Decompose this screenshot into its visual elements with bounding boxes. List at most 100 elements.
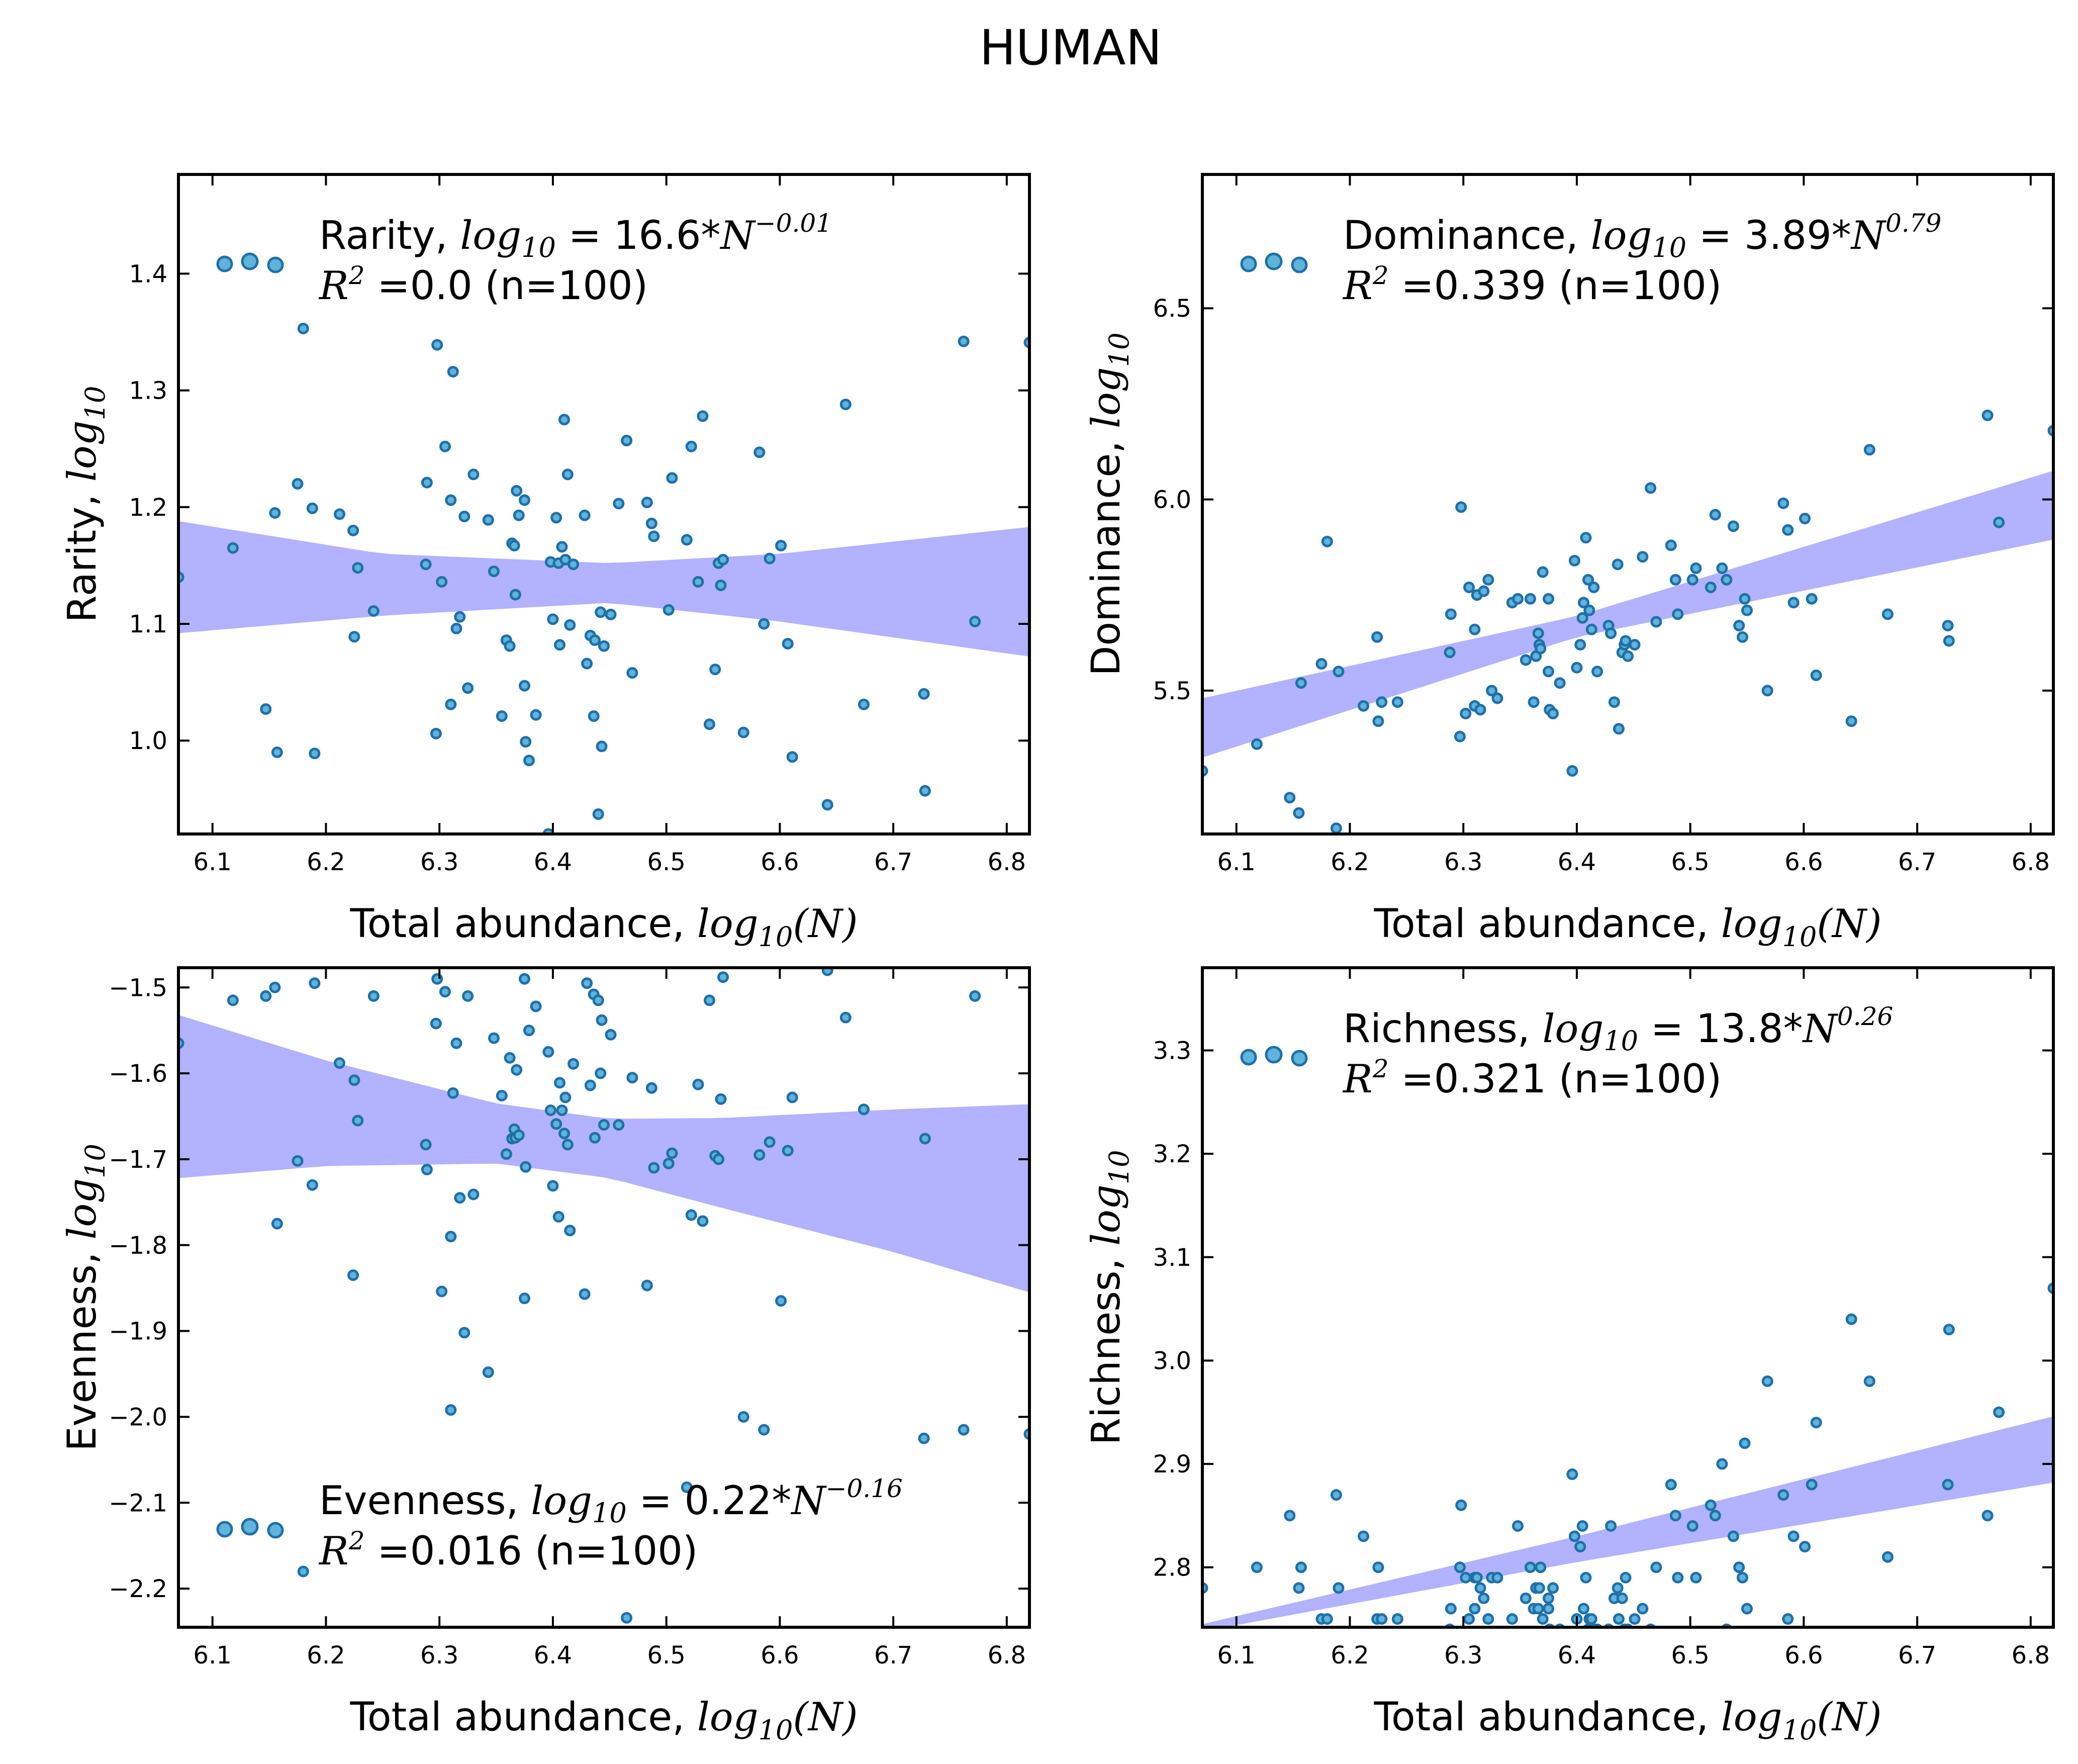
dominance-point — [1845, 715, 1857, 727]
evenness-point — [598, 1119, 610, 1131]
evenness-point — [685, 1209, 697, 1221]
dominance-point — [1284, 792, 1296, 804]
rarity-x-tick-label: 6.5 — [647, 848, 685, 876]
rarity-point — [592, 808, 604, 820]
dominance-point — [1585, 623, 1597, 635]
evenness-point — [513, 1129, 525, 1141]
richness-point — [1537, 1613, 1549, 1625]
dominance-point — [1881, 608, 1894, 620]
evenness-legend-marker — [216, 1518, 284, 1539]
rarity-point — [598, 640, 610, 652]
richness-r2-text: R2 =0.321 (n=100) — [1342, 1054, 1722, 1102]
dominance-point — [1608, 696, 1620, 708]
figure-title: HUMAN — [980, 20, 1162, 76]
legend-marker-circle — [1265, 1046, 1283, 1064]
evenness-point — [348, 1074, 360, 1086]
dominance-point — [1686, 574, 1698, 586]
richness-point — [1321, 1613, 1333, 1625]
rarity-point — [697, 410, 709, 422]
rarity-point — [520, 736, 532, 748]
richness-point — [1705, 1499, 1717, 1511]
rarity-r2-text: R2 =0.0 (n=100) — [318, 261, 648, 309]
dominance-point — [1512, 593, 1524, 605]
richness-x-tick-label: 6.6 — [1784, 1641, 1823, 1669]
rarity-point — [666, 472, 678, 484]
richness-x-tick-label: 6.1 — [1217, 1641, 1256, 1669]
rarity-point — [297, 323, 309, 334]
rarity-point — [821, 799, 833, 811]
evenness-point — [458, 1327, 470, 1339]
rarity-x-tick-label: 6.2 — [307, 848, 345, 876]
dominance-point — [1716, 562, 1728, 574]
dominance-axes-frame — [1201, 173, 2055, 835]
rarity-point — [554, 639, 565, 651]
dominance-point — [1942, 620, 1954, 631]
richness-point — [1469, 1603, 1481, 1615]
evenness-point — [260, 990, 272, 1002]
rarity-y-axis-label: Rarity, log10 — [60, 386, 111, 623]
evenness-point — [595, 1067, 607, 1079]
rarity-point — [227, 542, 239, 554]
rarity-point — [692, 576, 704, 588]
dominance-point — [1737, 631, 1748, 643]
dominance-point — [1578, 597, 1589, 609]
richness-x-tick-label: 6.7 — [1898, 1641, 1936, 1669]
evenness-point — [482, 1366, 494, 1378]
evenness-point — [530, 1000, 542, 1012]
dominance-legend-marker — [1240, 252, 1308, 273]
evenness-point — [613, 1119, 625, 1131]
evenness-point — [420, 1139, 432, 1151]
rarity-x-axis-label: Total abundance, log10(N) — [349, 901, 858, 953]
evenness-point — [663, 1158, 675, 1169]
rarity-point — [439, 440, 451, 452]
evenness-point — [581, 977, 593, 989]
dominance-point — [1460, 707, 1472, 719]
rarity-y-tick-label: 1.1 — [129, 610, 167, 638]
dominance-x-tick-label: 6.4 — [1558, 848, 1596, 876]
rarity-x-tick-label: 6.3 — [420, 848, 458, 876]
dominance-point — [1482, 574, 1494, 586]
evenness-point — [550, 1118, 562, 1130]
dominance-point — [1782, 524, 1794, 536]
dominance-point — [1690, 562, 1702, 574]
evenness-point — [715, 1093, 727, 1105]
rarity-point — [737, 726, 749, 738]
dominance-point — [1391, 696, 1403, 708]
evenness-y-tick-label: −2.2 — [109, 1575, 167, 1603]
rarity-point — [645, 517, 657, 529]
dominance-y-tick-label: 6.5 — [1153, 295, 1191, 323]
rarity-point — [685, 440, 697, 452]
dominance-point — [1543, 593, 1554, 605]
rarity-point — [436, 576, 448, 588]
richness-y-tick-label: 2.8 — [1153, 1554, 1191, 1582]
dominance-point — [1605, 627, 1617, 639]
dominance-point — [1620, 635, 1632, 647]
evenness-x-tick-label: 6.1 — [194, 1641, 232, 1669]
evenness-point — [559, 1091, 572, 1103]
richness-point — [1993, 1406, 2005, 1418]
rarity-point — [621, 434, 633, 446]
richness-point — [1293, 1582, 1305, 1594]
richness-point — [1620, 1571, 1632, 1584]
rarity-y-tick-label: 1.0 — [129, 727, 167, 755]
dominance-point — [1582, 574, 1594, 586]
richness-point — [1845, 1313, 1857, 1325]
rarity-point — [467, 469, 480, 481]
evenness-point — [547, 1180, 559, 1192]
rarity-x-tick-label: 6.6 — [761, 848, 799, 876]
dominance-point — [1733, 620, 1745, 631]
rarity-confidence-band — [178, 521, 1029, 657]
rarity-point — [420, 559, 432, 571]
richness-y-tick-label: 3.3 — [1153, 1037, 1191, 1065]
legend-marker-circle — [1240, 255, 1257, 272]
richness-point — [1686, 1520, 1698, 1532]
rarity-point — [352, 562, 364, 574]
dominance-point — [1622, 650, 1634, 662]
rarity-point — [509, 589, 521, 601]
rarity-point — [613, 498, 625, 510]
evenness-panel: 6.1 6.2 6.3 6.4 6.5 6.6 6.7 6.8 −1.5 −1.6 −1.7 −1.8… — [60, 966, 1031, 1746]
rarity-point — [782, 638, 794, 649]
richness-point — [1471, 1571, 1483, 1584]
rarity-point — [450, 622, 462, 634]
evenness-point — [692, 1078, 704, 1090]
